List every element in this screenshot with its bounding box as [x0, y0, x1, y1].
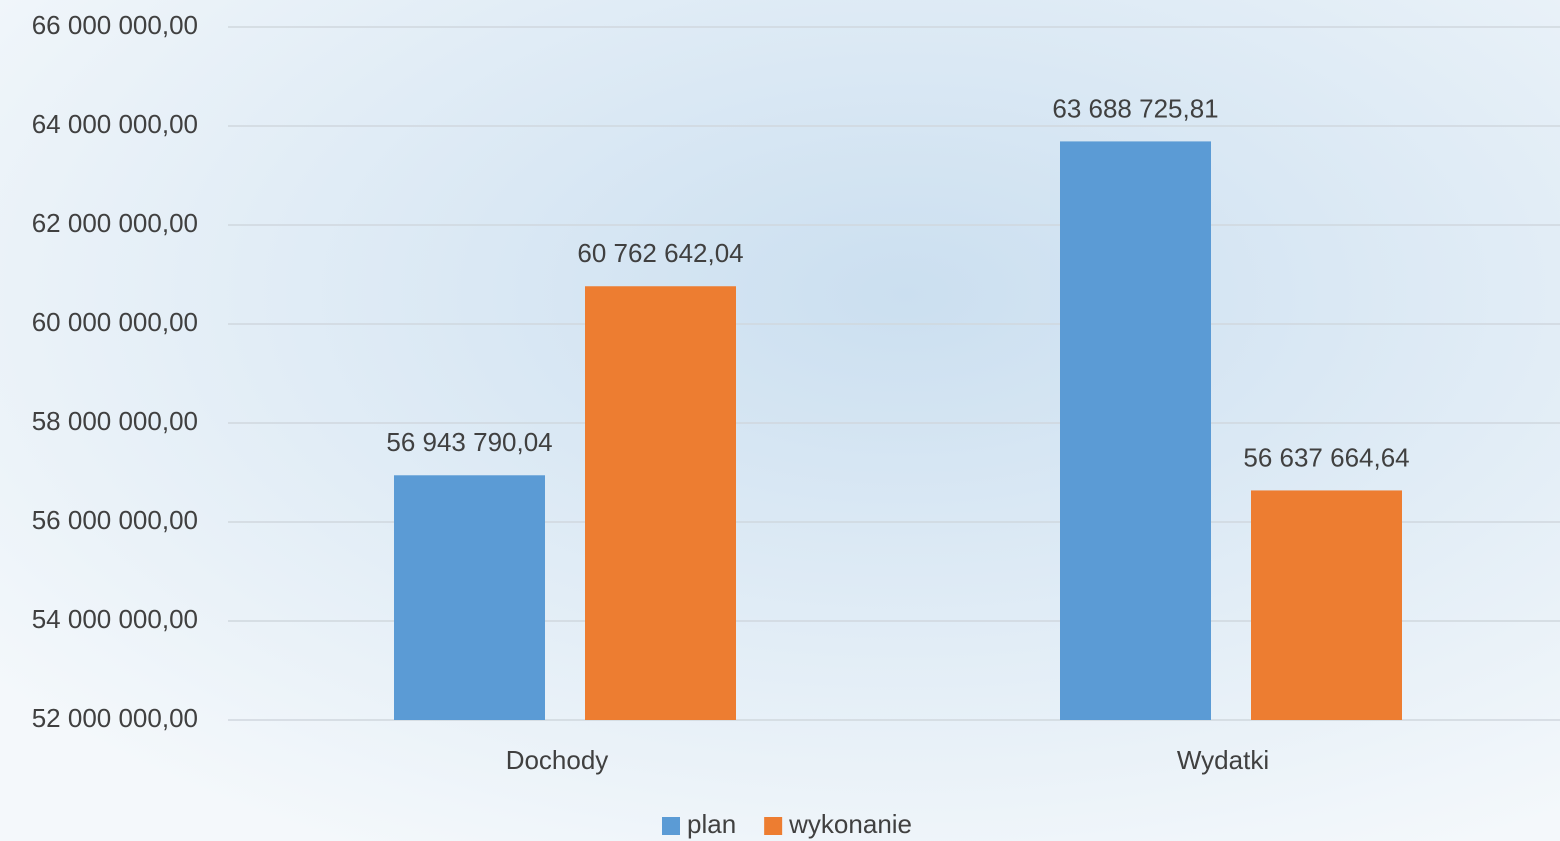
y-tick-label: 66 000 000,00	[32, 10, 198, 40]
y-tick-label: 58 000 000,00	[32, 406, 198, 436]
bar	[585, 286, 736, 720]
x-tick-label: Dochody	[506, 745, 609, 775]
legend-swatch	[662, 817, 680, 835]
bar	[1060, 141, 1211, 720]
data-label: 56 637 664,64	[1243, 442, 1409, 472]
data-label: 60 762 642,04	[577, 238, 743, 268]
y-tick-label: 64 000 000,00	[32, 109, 198, 139]
legend-label: plan	[687, 809, 736, 839]
legend-swatch	[764, 817, 783, 835]
bar	[1251, 490, 1402, 720]
y-tick-label: 60 000 000,00	[32, 307, 198, 337]
y-tick-label: 56 000 000,00	[32, 505, 198, 535]
data-label: 63 688 725,81	[1052, 93, 1218, 123]
data-label: 56 943 790,04	[386, 427, 552, 457]
bar	[394, 475, 545, 720]
y-tick-label: 54 000 000,00	[32, 604, 198, 634]
legend-label: wykonanie	[788, 809, 912, 839]
y-tick-label: 62 000 000,00	[32, 208, 198, 238]
x-tick-label: Wydatki	[1177, 745, 1269, 775]
y-tick-label: 52 000 000,00	[32, 703, 198, 733]
